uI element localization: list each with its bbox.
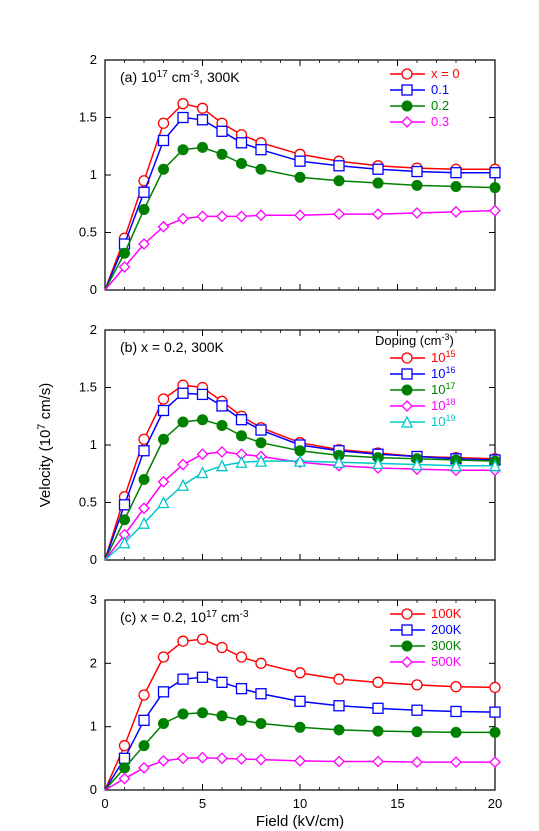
svg-text:0.3: 0.3	[431, 114, 449, 129]
svg-text:0.5: 0.5	[79, 225, 97, 240]
svg-text:1017: 1017	[431, 381, 455, 397]
svg-text:Field (kV/cm): Field (kV/cm)	[256, 813, 344, 830]
svg-text:1016: 1016	[431, 365, 455, 381]
svg-text:15: 15	[390, 796, 404, 811]
svg-text:0.5: 0.5	[79, 495, 97, 510]
svg-text:1: 1	[90, 167, 97, 182]
svg-text:1.5: 1.5	[79, 380, 97, 395]
svg-text:1: 1	[90, 437, 97, 452]
svg-text:0: 0	[90, 782, 97, 797]
svg-text:(a) 1017 cm-3, 300K: (a) 1017 cm-3, 300K	[120, 69, 240, 85]
svg-text:Velocity (107 cm/s): Velocity (107 cm/s)	[36, 383, 54, 508]
svg-text:200K: 200K	[431, 622, 462, 637]
svg-text:1019: 1019	[431, 413, 455, 429]
svg-text:100K: 100K	[431, 606, 462, 621]
svg-text:(b) x = 0.2, 300K: (b) x = 0.2, 300K	[120, 339, 225, 355]
svg-text:20: 20	[488, 796, 502, 811]
chart-canvas: 00.511.5200.511.52051015200123Field (kV/…	[0, 0, 539, 831]
svg-text:1: 1	[90, 719, 97, 734]
svg-text:0.2: 0.2	[431, 98, 449, 113]
svg-text:2: 2	[90, 655, 97, 670]
svg-text:300K: 300K	[431, 638, 462, 653]
svg-text:0: 0	[90, 282, 97, 297]
svg-text:0: 0	[101, 796, 108, 811]
svg-text:3: 3	[90, 592, 97, 607]
svg-text:500K: 500K	[431, 654, 462, 669]
svg-text:0.1: 0.1	[431, 82, 449, 97]
velocity-field-figure: 00.511.5200.511.52051015200123Field (kV/…	[0, 0, 539, 831]
svg-text:1018: 1018	[431, 397, 455, 413]
svg-text:10: 10	[293, 796, 307, 811]
svg-text:1.5: 1.5	[79, 110, 97, 125]
svg-text:Doping (cm-3): Doping (cm-3)	[375, 332, 454, 348]
svg-text:1015: 1015	[431, 349, 455, 365]
svg-text:2: 2	[90, 52, 97, 67]
svg-text:0: 0	[90, 552, 97, 567]
svg-text:5: 5	[199, 796, 206, 811]
svg-text:(c) x = 0.2, 1017 cm-3: (c) x = 0.2, 1017 cm-3	[120, 609, 249, 625]
svg-text:x = 0: x = 0	[431, 66, 460, 81]
svg-text:2: 2	[90, 322, 97, 337]
